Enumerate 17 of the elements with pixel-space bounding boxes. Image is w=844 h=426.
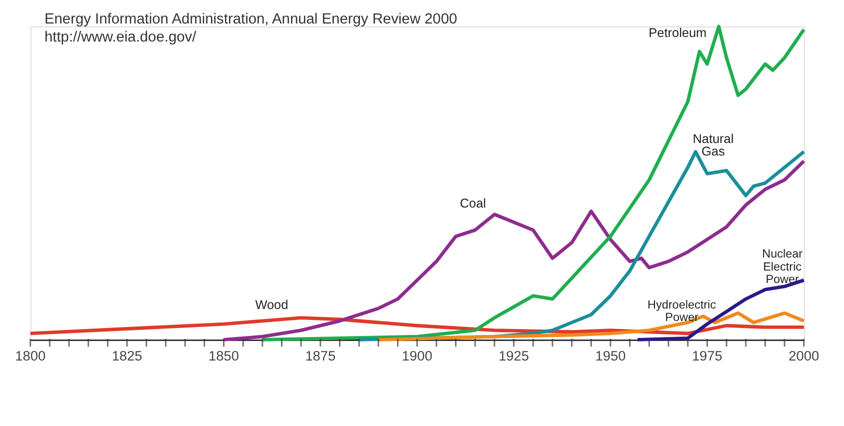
series-label: Petroleum [648, 25, 707, 40]
chart-subtitle: http://www.eia.doe.gov/ [44, 29, 198, 46]
x-tick-label: 1800 [15, 348, 46, 364]
x-tick-label: 1900 [402, 348, 433, 364]
series-label: Nuclear Electric Power [762, 248, 803, 286]
x-tick-label: 1925 [498, 348, 530, 364]
series-label: Natural Gas [692, 130, 734, 159]
x-tick-label: 1825 [112, 348, 143, 364]
series-label: Hydroelectric Power [648, 298, 716, 324]
series-label: Coal [460, 196, 486, 211]
x-tick-label: 2000 [788, 348, 820, 364]
x-tick-label: 1975 [692, 348, 723, 364]
x-tick-label: 1850 [208, 348, 240, 364]
x-tick-label: 1950 [595, 348, 626, 364]
series-label: Wood [255, 296, 288, 312]
x-tick-label: 1875 [305, 348, 336, 364]
chart-title: Energy Information Administration, Annual Energy Review 2000 [44, 12, 458, 28]
